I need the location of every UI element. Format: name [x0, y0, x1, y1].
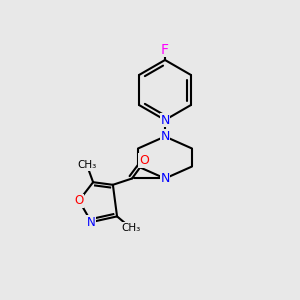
Text: F: F — [161, 43, 169, 56]
Text: N: N — [87, 216, 96, 229]
Text: CH₃: CH₃ — [77, 160, 97, 170]
Text: N: N — [160, 172, 170, 185]
Text: CH₃: CH₃ — [121, 223, 140, 233]
Text: N: N — [160, 113, 170, 127]
Text: O: O — [74, 194, 84, 207]
Text: O: O — [139, 154, 149, 167]
Text: N: N — [160, 130, 170, 143]
